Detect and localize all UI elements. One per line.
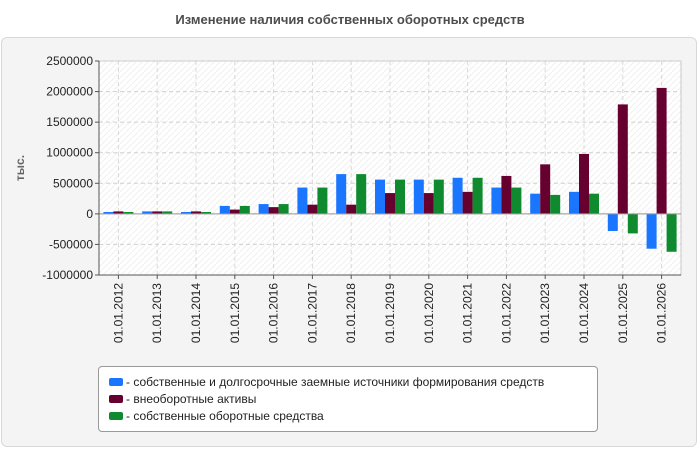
legend-swatch (109, 411, 123, 420)
x-tick-label: 01.01.2025 (616, 283, 630, 343)
y-tick-label: 2000000 (46, 85, 93, 99)
bar-series-3 (472, 177, 483, 214)
bar-series-3 (433, 179, 444, 214)
bar-series-3 (666, 213, 677, 252)
y-axis-label: тыс. (13, 155, 27, 181)
bar-series-2 (268, 207, 279, 214)
y-tick-label: -500000 (49, 237, 93, 251)
y-tick-label: 2500000 (46, 54, 93, 68)
bar-series-2 (191, 211, 201, 214)
bar-series-1 (413, 179, 424, 214)
x-tick-label: 01.01.2017 (305, 283, 319, 343)
x-tick-label: 01.01.2014 (189, 283, 203, 343)
legend-item-2: - внеоборотные активы (109, 390, 597, 407)
bar-series-1 (530, 193, 541, 214)
legend-label: - собственные и долгосрочные заемные ист… (126, 374, 545, 389)
bar-series-2 (462, 191, 473, 214)
bar-series-3 (395, 179, 405, 214)
bar-series-3 (201, 212, 211, 214)
bar-series-1 (219, 205, 230, 214)
bar-series-1 (142, 211, 153, 214)
bar-series-2 (385, 193, 395, 214)
x-tick-label: 01.01.2012 (111, 283, 125, 343)
bar-series-3 (589, 193, 599, 214)
x-tick-label: 01.01.2020 (422, 283, 436, 343)
bar-series-3 (162, 211, 173, 214)
bar-series-1 (646, 213, 657, 249)
bar-series-3 (550, 194, 561, 214)
bar-series-2 (656, 87, 667, 214)
x-tick-label: 01.01.2021 (461, 283, 475, 343)
bar-series-1 (491, 187, 502, 214)
legend-swatch (109, 377, 123, 386)
x-tick-label: 01.01.2023 (538, 283, 552, 343)
bar-series-1 (297, 187, 308, 214)
bar-series-2 (423, 193, 434, 214)
bar-series-1 (181, 212, 191, 214)
bar-series-1 (607, 213, 618, 231)
bar-series-2 (579, 153, 589, 214)
x-tick-label: 01.01.2013 (150, 283, 164, 343)
legend-label: - внеоборотные активы (126, 391, 257, 406)
x-tick-label: 01.01.2019 (383, 283, 397, 343)
bar-series-2 (152, 211, 163, 214)
bar-series-2 (617, 104, 628, 214)
bar-series-2 (540, 164, 551, 214)
y-tick-label: 1500000 (46, 115, 93, 129)
x-tick-label: 01.01.2026 (655, 283, 669, 343)
legend-label: - собственные оборотные средства (126, 408, 324, 423)
bar-series-3 (278, 204, 289, 214)
bar-series-1 (103, 212, 114, 214)
y-tick-label: -1000000 (42, 268, 93, 282)
bar-series-3 (123, 212, 134, 214)
legend-swatch (109, 394, 123, 403)
bar-series-2 (501, 175, 512, 214)
bar-series-2 (346, 204, 357, 214)
bar-series-3 (239, 205, 250, 214)
chart-title: Изменение наличия собственных оборотных … (175, 12, 525, 27)
x-tick-label: 01.01.2016 (267, 283, 281, 343)
bar-series-1 (569, 191, 579, 214)
legend-item-3: - собственные оборотные средства (109, 407, 597, 424)
bar-series-2 (113, 211, 124, 214)
legend-item-1: - собственные и долгосрочные заемные ист… (109, 373, 597, 390)
bar-series-3 (627, 213, 638, 234)
bar-series-2 (307, 204, 318, 214)
bar-series-1 (452, 177, 463, 214)
bar-series-3 (356, 174, 367, 214)
y-tick-label: 1000000 (46, 146, 93, 160)
bar-series-1 (258, 204, 269, 214)
bar-series-3 (511, 187, 522, 214)
bar-series-1 (375, 179, 385, 214)
bar-series-2 (229, 209, 240, 214)
bar-series-1 (336, 174, 347, 214)
x-tick-label: 01.01.2015 (228, 283, 242, 343)
x-tick-label: 01.01.2024 (577, 283, 591, 343)
legend: - собственные и долгосрочные заемные ист… (98, 366, 598, 432)
x-tick-label: 01.01.2022 (499, 283, 513, 343)
bar-series-3 (317, 187, 328, 214)
y-tick-label: 500000 (53, 176, 93, 190)
y-tick-label: 0 (86, 207, 93, 221)
x-tick-label: 01.01.2018 (344, 283, 358, 343)
